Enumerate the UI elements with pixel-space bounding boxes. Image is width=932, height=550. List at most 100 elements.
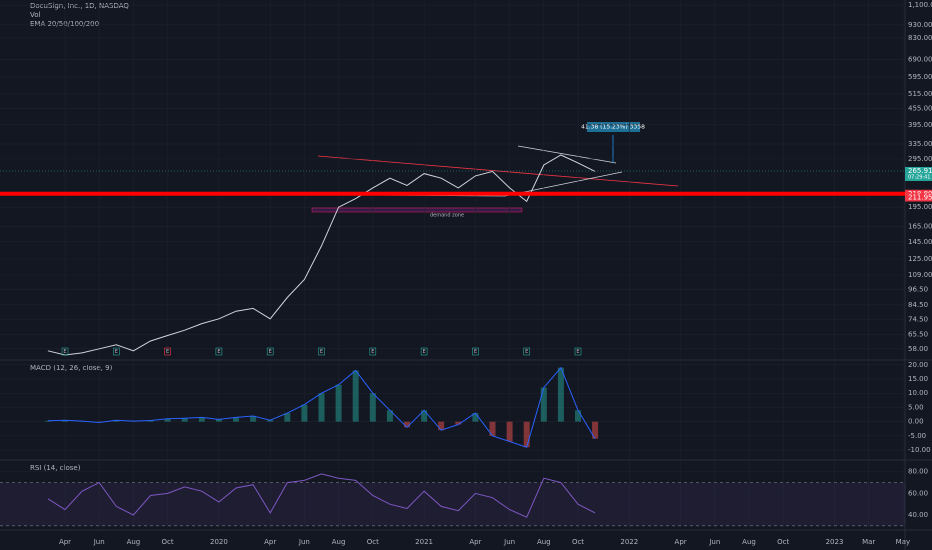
x-tick-label: 2022 — [620, 538, 638, 546]
y-tick-label: 58.00 — [908, 345, 928, 353]
x-tick-label: 2020 — [210, 538, 228, 546]
indicator: Vol — [30, 11, 41, 19]
x-tick-label: Oct — [162, 538, 174, 546]
macd-bar — [523, 421, 530, 448]
y-tick-label: 145.00 — [908, 238, 932, 246]
macd-bar — [438, 421, 445, 431]
indicator: EMA 20/50/100/200 — [30, 20, 99, 28]
price-tag — [905, 166, 932, 181]
x-tick-label: Apr — [675, 538, 687, 546]
y-tick-label: 10.00 — [908, 389, 928, 397]
y-tick-label: 5.00 — [908, 403, 924, 411]
countdown: 07:29:41 — [908, 174, 930, 180]
macd-bar — [421, 410, 428, 422]
y-tick-label: -10.00 — [908, 446, 931, 454]
x-tick-label: Jun — [503, 538, 515, 546]
y-tick-label: 125.00 — [908, 255, 932, 263]
y-tick-label: 0.00 — [908, 418, 924, 426]
y-tick-label: 930.00 — [908, 21, 932, 29]
y-tick-label: 195.00 — [908, 203, 932, 211]
x-tick-label: Jun — [708, 538, 720, 546]
pane-title: RSI (14, close) — [30, 464, 81, 472]
macd-bar — [164, 418, 171, 422]
y-tick-label: 335.00 — [908, 140, 932, 148]
y-tick-label: 295.00 — [908, 155, 932, 163]
earnings-label: E — [217, 349, 220, 355]
earnings-marker — [523, 347, 531, 356]
macd-bar — [62, 420, 68, 422]
earnings-label: E — [525, 349, 528, 355]
earnings-label: E — [474, 349, 477, 355]
earnings-marker — [113, 347, 120, 356]
earnings-label: E — [576, 349, 579, 355]
x-tick-label: Oct — [777, 538, 789, 546]
y-tick-label: 74.50 — [908, 316, 928, 324]
earnings-marker — [369, 347, 377, 356]
x-tick-label: Aug — [332, 538, 346, 546]
x-tick-label: Oct — [367, 538, 379, 546]
y-tick-label: 595.00 — [908, 73, 932, 81]
earnings-marker — [318, 347, 325, 356]
price-tag-label: 211.95 — [908, 193, 932, 201]
x-tick-label: Aug — [127, 538, 141, 546]
macd-bar — [198, 417, 205, 422]
y-tick-label: 830.00 — [908, 34, 932, 42]
y-tick-label: 1,100.00 — [908, 1, 932, 9]
macd-bar — [44, 420, 51, 422]
earnings-marker — [420, 347, 428, 356]
price-line — [47, 154, 596, 356]
x-tick-label: Oct — [572, 538, 584, 546]
earnings-label: E — [115, 349, 118, 355]
macd-bar — [335, 384, 342, 422]
y-tick-label: 109.00 — [908, 271, 932, 279]
macd-bar — [147, 420, 154, 422]
x-tick-label: Aug — [537, 538, 551, 546]
macd-line — [47, 366, 596, 448]
macd-bar — [386, 410, 393, 422]
macd-bar — [455, 421, 462, 425]
y-tick-label: 515.00 — [908, 90, 932, 98]
macd-bar — [215, 419, 222, 422]
y-tick-label: 84.50 — [908, 301, 928, 309]
macd-bar — [113, 420, 120, 422]
chart-title: DocuSign, Inc., 1D, NASDAQ — [30, 2, 129, 10]
macd-bar — [267, 420, 274, 422]
annotation: demand zone — [430, 213, 464, 219]
x-tick-label: Apr — [469, 538, 481, 546]
x-tick-label: May — [896, 538, 910, 546]
macd-bar — [181, 418, 188, 422]
x-tick-label: Apr — [59, 538, 71, 546]
macd-bar — [352, 370, 359, 422]
earnings-marker — [215, 347, 223, 356]
y-tick-label: -5.00 — [908, 432, 926, 440]
macd-bar — [472, 413, 479, 422]
price-tag — [905, 193, 932, 202]
macd-bar — [284, 413, 291, 422]
earnings-label: E — [423, 349, 426, 355]
macd-bar — [404, 421, 410, 428]
measure-box — [587, 122, 640, 132]
macd-bar — [506, 421, 513, 442]
macd-bar — [233, 417, 239, 422]
x-tick-label: Jun — [298, 538, 310, 546]
y-tick-label: 395.00 — [908, 121, 932, 129]
macd-bar — [301, 404, 308, 422]
price-tag-label: 265.91 — [908, 167, 932, 175]
demand-zone — [311, 207, 523, 213]
x-tick-label: 2021 — [415, 538, 433, 546]
macd-bar — [557, 367, 564, 422]
earnings-label: E — [166, 349, 169, 355]
earnings-marker — [266, 347, 274, 356]
x-tick-label: Mar — [862, 538, 875, 546]
x-tick-label: Apr — [264, 538, 276, 546]
x-tick-label: 2023 — [826, 538, 844, 546]
y-tick-label: 96.50 — [908, 285, 928, 293]
earnings-marker — [61, 347, 69, 356]
y-tick-label: 455.00 — [908, 104, 932, 112]
earnings-marker — [574, 347, 582, 356]
macd-bar — [592, 421, 599, 439]
annotation: 41.38 (15.23%) 3358 — [581, 124, 645, 131]
rsi-line — [47, 473, 596, 518]
rsi-band — [0, 482, 905, 526]
